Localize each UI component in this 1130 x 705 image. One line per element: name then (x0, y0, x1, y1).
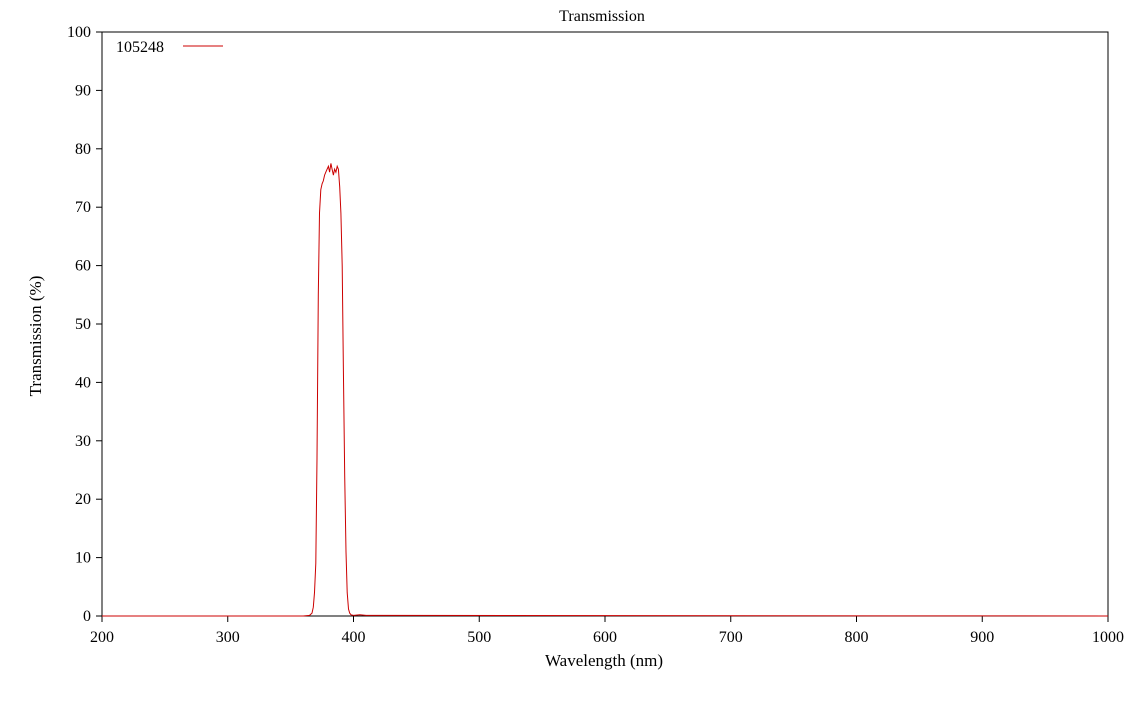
y-tick-label: 0 (83, 608, 91, 625)
x-tick-label: 900 (970, 629, 994, 646)
y-tick-label: 70 (75, 199, 91, 216)
y-tick-label: 60 (75, 258, 91, 275)
y-axis-label: Transmission (%) (26, 276, 45, 397)
plot-area (101, 31, 1109, 617)
y-tick-label: 40 (75, 374, 91, 391)
x-tick-label: 600 (593, 629, 617, 646)
x-tick-label: 800 (845, 629, 869, 646)
y-tick-label: 30 (75, 433, 91, 450)
series-line-105248 (102, 163, 1109, 617)
x-tick-label: 400 (342, 629, 366, 646)
x-tick-label: 1000 (1092, 629, 1124, 646)
y-tick-label: 90 (75, 82, 91, 99)
y-axis: 0 10 20 30 40 50 60 70 80 90 100 (67, 24, 102, 625)
y-tick-label: 80 (75, 141, 91, 158)
legend: 105248 (116, 39, 223, 56)
y-tick-label: 50 (75, 316, 91, 333)
x-axis: 200 300 400 500 600 700 800 900 1000 (90, 616, 1124, 646)
x-tick-label: 700 (719, 629, 743, 646)
y-tick-label: 20 (75, 491, 91, 508)
y-tick-label: 100 (67, 24, 91, 41)
x-tick-label: 500 (467, 629, 491, 646)
x-tick-label: 200 (90, 629, 114, 646)
x-axis-label: Wavelength (nm) (545, 651, 663, 670)
series-layer (102, 163, 1109, 617)
y-tick-label: 10 (75, 550, 91, 567)
chart-title: Transmission (559, 8, 645, 25)
x-tick-label: 300 (216, 629, 240, 646)
legend-label-105248: 105248 (116, 39, 164, 56)
